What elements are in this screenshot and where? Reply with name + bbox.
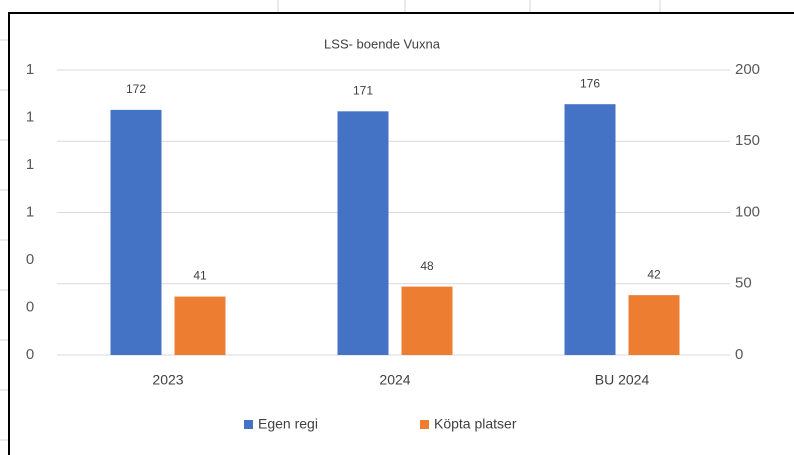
legend-label: Egen regi <box>258 416 318 432</box>
spreadsheet-cells <box>0 0 661 441</box>
bar <box>110 109 162 356</box>
y-tick-label: 1 <box>26 61 34 78</box>
y-tick-label: 0 <box>26 298 34 315</box>
bar <box>564 104 616 355</box>
legend-label: Köpta platser <box>434 416 517 432</box>
x-tick-label: 2023 <box>152 372 183 388</box>
y-tick-label: 0 <box>26 346 34 363</box>
y2-tick-label: 150 <box>735 132 760 149</box>
y-tick-label: 1 <box>26 203 34 220</box>
data-label: 48 <box>420 259 434 273</box>
legend-swatch <box>244 420 253 429</box>
bar <box>401 286 453 355</box>
bar <box>337 111 389 355</box>
chart-border <box>8 12 794 455</box>
y2-tick-label: 200 <box>735 61 760 78</box>
y2-tick-label: 100 <box>735 203 760 220</box>
bar <box>628 295 680 355</box>
y2-tick-label: 0 <box>735 346 743 363</box>
data-label: 176 <box>580 76 600 90</box>
data-label: 171 <box>353 83 373 97</box>
x-tick-label: 2024 <box>379 372 410 388</box>
data-label: 172 <box>126 82 146 96</box>
data-label: 42 <box>647 267 661 281</box>
y-tick-label: 1 <box>26 156 34 173</box>
y-tick-label: 1 <box>26 108 34 125</box>
legend-swatch <box>420 420 429 429</box>
chart-title: LSS- boende Vuxna <box>324 36 441 51</box>
y2-tick-label: 50 <box>735 275 752 292</box>
data-label: 41 <box>193 269 207 283</box>
y-tick-label: 0 <box>26 251 34 268</box>
x-tick-label: BU 2024 <box>595 372 650 388</box>
bar <box>174 296 226 355</box>
